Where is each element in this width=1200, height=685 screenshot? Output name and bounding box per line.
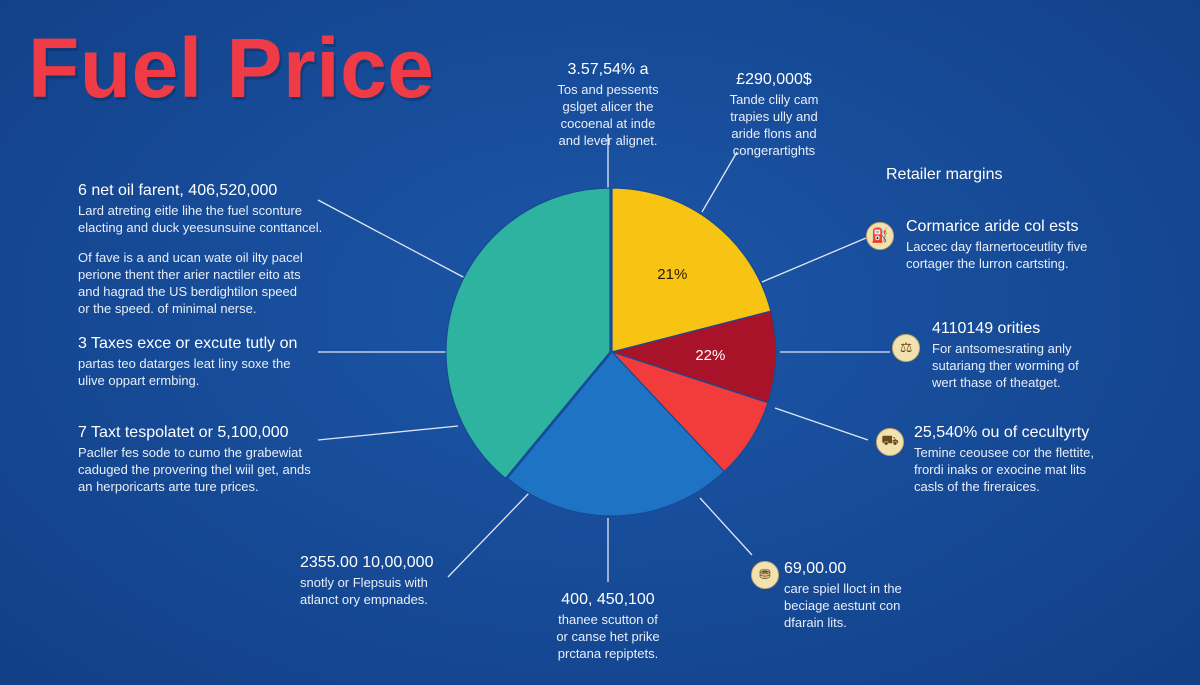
label-right-1: Cormarice aride col ests Laccec day flar… bbox=[906, 217, 1087, 272]
fuel-pump-icon: ⛽ bbox=[866, 222, 894, 250]
label-bottom-right-head: 69,00.00 bbox=[784, 560, 847, 577]
label-line: For antsomesrating anly bbox=[932, 341, 1072, 356]
label-line: snotly or Flepsuis with bbox=[300, 575, 428, 590]
label-line: Tos and pessents bbox=[557, 82, 659, 97]
label-top-center: 3.57,54% a Tos and pessents gslget alice… bbox=[548, 60, 668, 149]
pie-slice bbox=[611, 187, 772, 353]
label-right-1-head: Cormarice aride col ests bbox=[906, 218, 1079, 235]
slice-data-label: 22% bbox=[695, 347, 725, 364]
label-line: care spiel lloct in the bbox=[784, 581, 902, 596]
pie-slice bbox=[609, 310, 777, 404]
label-line: caduged the provering thel wiil get, and… bbox=[78, 462, 311, 477]
label-line: cortager the lurron cartsting. bbox=[906, 256, 1069, 271]
label-bottom-left: 2355.00 10,00,000 snotly or Flepsuis wit… bbox=[300, 553, 433, 608]
label-line: sutariang ther worming of bbox=[932, 358, 1079, 373]
retailer-margins-heading: Retailer margins bbox=[886, 166, 1003, 183]
label-line: thanee scutton of bbox=[558, 612, 658, 627]
pie-slice bbox=[445, 187, 611, 480]
label-line: ulive oppart ermbing. bbox=[78, 373, 200, 388]
label-line: elacting and duck yeesunsuine conttancel… bbox=[78, 220, 323, 235]
label-bottom-right: 69,00.00 care spiel lloct in the beciage… bbox=[784, 559, 902, 631]
label-line: prctana repiptets. bbox=[557, 646, 659, 661]
leader-lines bbox=[317, 134, 890, 582]
label-line: Tande clily cam bbox=[729, 92, 819, 107]
label-line: cocoenal at inde bbox=[560, 116, 656, 131]
gas-can-icon: ⚖ bbox=[892, 334, 920, 362]
label-line: partas teo datarges leat liny soxe the bbox=[78, 356, 291, 371]
page-title: Fuel Price bbox=[28, 21, 435, 115]
label-left-1: 6 net oil farent, 406,520,000 Lard atret… bbox=[78, 181, 322, 317]
label-left-1-head: 6 net oil farent, 406,520,000 bbox=[78, 182, 278, 199]
label-left-2-head: 3 Taxes exce or excute tutly on bbox=[78, 335, 298, 352]
slice-data-label: 21% bbox=[657, 266, 687, 283]
label-line: Of fave is a and ucan wate oil ilty pace… bbox=[78, 250, 303, 265]
leader-line bbox=[317, 199, 466, 279]
label-top-center-head: 3.57,54% a bbox=[567, 61, 649, 78]
leader-line bbox=[761, 237, 867, 283]
label-bottom-center-head: 400, 450,100 bbox=[561, 591, 655, 608]
label-line: Laccec day flarnertoceutlity five bbox=[906, 239, 1088, 254]
label-line: and hagrad the US berdightilon speed bbox=[78, 284, 297, 299]
label-left-3: 7 Taxt tespolatet or 5,100,000 Pacller f… bbox=[78, 423, 311, 495]
label-line: beciage aestunt con bbox=[784, 598, 901, 613]
label-line: congerartights bbox=[732, 143, 816, 158]
label-line: Pacller fes sode to cumo the grabewiat bbox=[78, 445, 303, 460]
label-line: or the speed. of minimal nerse. bbox=[78, 301, 257, 316]
oil-barrel-icon: ⛃ bbox=[751, 561, 779, 589]
label-line: gslget alicer the bbox=[562, 99, 654, 114]
leader-line bbox=[701, 151, 738, 213]
label-line: and lever alignet. bbox=[558, 133, 658, 148]
label-line: or canse het prike bbox=[556, 629, 660, 644]
label-bottom-center: 400, 450,100 thanee scutton of or canse … bbox=[538, 590, 678, 662]
label-line: trapies ully and bbox=[730, 109, 818, 124]
label-right-2-head: 4110149 orities bbox=[932, 320, 1041, 337]
label-left-3-head: 7 Taxt tespolatet or 5,100,000 bbox=[78, 424, 289, 441]
label-bottom-left-head: 2355.00 10,00,000 bbox=[300, 554, 434, 571]
leader-line bbox=[317, 425, 459, 441]
label-line: Temine ceousee cor the flettite, bbox=[914, 445, 1094, 460]
label-right-2: 4110149 orities For antsomesrating anly … bbox=[932, 319, 1079, 391]
pie-slice bbox=[506, 351, 726, 517]
label-right-3: 25,540% ou of cecultyrty Temine ceousee … bbox=[914, 423, 1094, 495]
label-line: casls of the fireraices. bbox=[914, 479, 1040, 494]
label-right-3-head: 25,540% ou of cecultyrty bbox=[914, 424, 1090, 441]
label-line: aride flons and bbox=[731, 126, 817, 141]
label-left-2: 3 Taxes exce or excute tutly on partas t… bbox=[78, 334, 297, 389]
truck-icon: ⛟ bbox=[876, 428, 904, 456]
label-line: wert thase of theatget. bbox=[932, 375, 1061, 390]
label-top-right-head: £290,000$ bbox=[736, 71, 812, 88]
leader-line bbox=[699, 497, 753, 556]
label-line: an herporicarts arte ture prices. bbox=[78, 479, 259, 494]
label-line: Lard atreting eitle lihe the fuel scontu… bbox=[78, 203, 303, 218]
label-line: perione thent ther arier nactiler eito a… bbox=[78, 267, 301, 282]
label-line: atlanct ory empnades. bbox=[300, 592, 428, 607]
label-line bbox=[78, 236, 322, 249]
leader-line bbox=[447, 491, 531, 578]
label-top-right: £290,000$ Tande clily cam trapies ully a… bbox=[712, 70, 836, 159]
leader-line bbox=[774, 407, 869, 441]
label-line: frordi inaks or exocine mat lits bbox=[914, 462, 1086, 477]
label-line: dfarain lits. bbox=[784, 615, 847, 630]
